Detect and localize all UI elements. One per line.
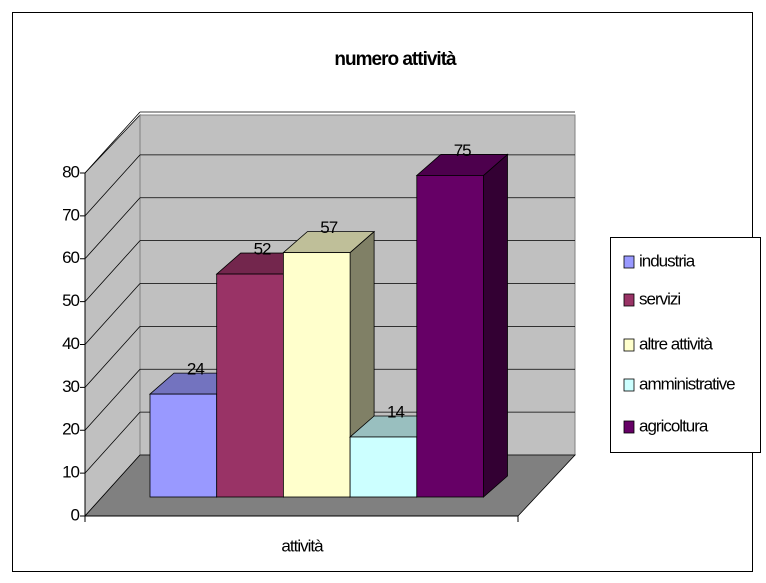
bar bbox=[416, 175, 484, 498]
grid-line bbox=[84, 240, 141, 302]
bar-side bbox=[483, 153, 508, 498]
grid-line bbox=[84, 111, 141, 174]
x-category-label: attività bbox=[281, 536, 324, 555]
legend-label: amministrative bbox=[639, 374, 735, 393]
legend-label: industria bbox=[639, 251, 696, 270]
grid-line bbox=[84, 197, 141, 260]
y-tick-label: 40 bbox=[62, 334, 79, 353]
y-tick-label: 20 bbox=[62, 420, 79, 439]
legend-swatch bbox=[623, 338, 635, 352]
bar bbox=[282, 252, 351, 498]
bar bbox=[149, 393, 218, 498]
legend bbox=[610, 237, 761, 453]
value-label: 57 bbox=[320, 218, 337, 237]
legend-swatch bbox=[623, 378, 635, 392]
bar bbox=[216, 273, 284, 498]
legend-label: agricoltura bbox=[639, 416, 709, 435]
legend-label: altre attività bbox=[639, 334, 713, 353]
y-tick-label: 80 bbox=[62, 162, 79, 181]
side-wall bbox=[84, 113, 141, 518]
y-tick-label: 60 bbox=[62, 248, 79, 267]
value-label: 52 bbox=[254, 240, 271, 259]
chart-title: numero attività bbox=[334, 49, 457, 70]
grid-line bbox=[84, 326, 141, 388]
y-tick-label: 50 bbox=[62, 291, 79, 310]
legend-swatch bbox=[623, 255, 635, 269]
y-tick-label: 0 bbox=[71, 505, 80, 524]
y-tick-label: 10 bbox=[62, 463, 79, 482]
grid-line bbox=[84, 154, 141, 217]
value-label: 24 bbox=[187, 360, 204, 379]
bar bbox=[349, 436, 418, 498]
grid-line bbox=[84, 368, 141, 431]
value-label: 75 bbox=[454, 141, 471, 160]
value-label: 14 bbox=[387, 402, 404, 421]
grid-line bbox=[84, 411, 141, 474]
legend-label: servizi bbox=[639, 289, 680, 308]
y-tick-label: 30 bbox=[62, 377, 79, 396]
grid-line bbox=[84, 283, 141, 345]
y-tick-label: 70 bbox=[62, 205, 79, 224]
legend-swatch bbox=[623, 293, 635, 307]
legend-swatch bbox=[623, 420, 635, 434]
